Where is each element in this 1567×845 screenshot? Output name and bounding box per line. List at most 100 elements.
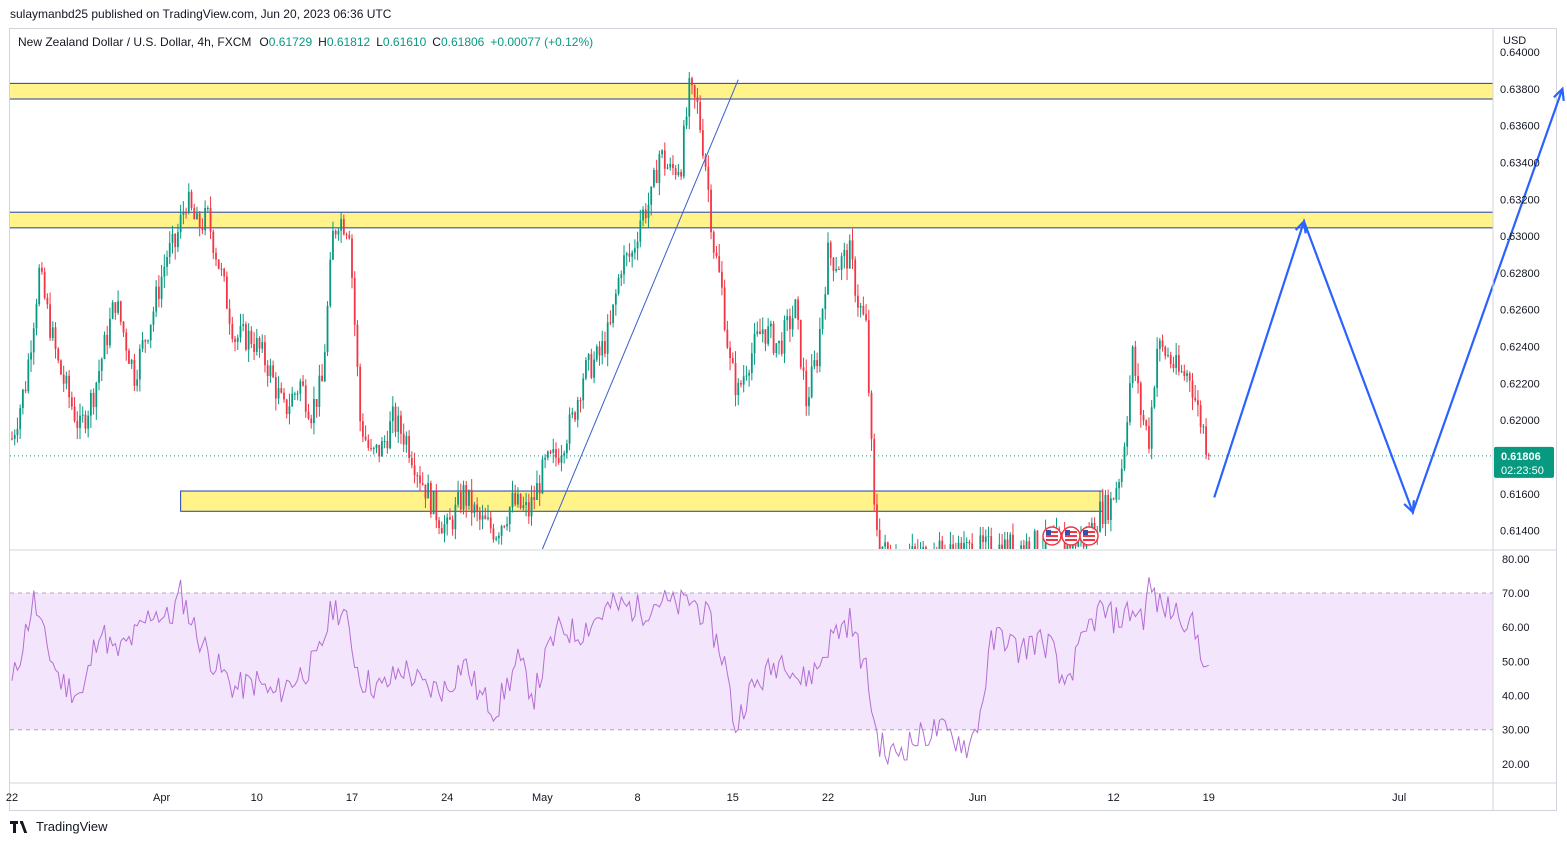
candle-body [400,415,402,434]
candle-body [302,381,304,386]
candle-body [473,504,476,514]
candle-body [805,370,808,407]
candle-body [780,340,783,354]
candle-body [642,209,644,221]
candle-body [147,340,149,342]
candle-body [837,268,840,270]
candle-body [661,150,663,155]
candle-body [666,167,669,169]
candle-body [977,558,979,564]
candle-body [1161,340,1164,347]
candle-body [595,346,598,360]
candle-body [381,441,383,457]
candle-body [340,219,343,231]
candle-body [16,428,19,436]
time-tick-label: 10 [251,792,263,804]
candle-body [1131,346,1134,384]
candle-body [119,301,122,322]
candle-body [933,549,935,566]
candle-body [816,360,819,367]
legend-symbol: New Zealand Dollar / U.S. Dollar, 4h, FX… [18,35,252,49]
candle-body [103,334,106,359]
candle-body [136,379,139,386]
candle-body [949,544,952,549]
candle-body [704,155,707,167]
price-tick-label: 0.63600 [1500,121,1540,133]
time-tick-label: 24 [441,792,453,804]
candle-body [361,421,364,437]
candle-body [1205,426,1207,455]
candle-body [835,268,838,271]
candle-body [655,170,658,183]
candle-body [511,492,514,508]
candle-body [579,400,582,402]
candle-body [628,253,631,257]
candle-body [500,526,503,536]
legend-o-label: O [259,35,269,49]
candle-body [1036,530,1039,549]
rsi-tick-label: 20.00 [1502,759,1530,771]
time-tick-label: 12 [1107,792,1119,804]
candle-body [130,359,133,364]
candle-body [299,381,302,394]
candle-body [873,438,876,505]
candle-body [740,383,742,385]
candle-body [1139,383,1142,415]
candle-body [378,444,381,457]
candle-body [968,541,971,544]
candle-body [495,538,498,540]
candle-body [925,547,927,549]
candle-body [1123,446,1126,469]
legend-l-label: L [376,35,383,49]
candle-body [769,323,772,327]
candle-body [1006,539,1009,549]
candle-body [51,327,54,338]
candle-body [30,352,32,360]
candle-body [68,375,71,398]
candle-body [865,314,867,321]
price-tick-label: 0.62000 [1500,415,1540,427]
candle-body [351,238,353,278]
candle-body [62,374,65,384]
candle-body [283,392,285,400]
candle-body [909,554,911,556]
candle-body [253,343,255,352]
candle-body [367,439,370,448]
candle-body [421,483,424,485]
candle-body [1107,494,1110,520]
candle-body [65,375,68,384]
candle-body [484,515,487,519]
candle-body [718,256,721,272]
candle-body [1167,355,1169,357]
legend-c-label: C [432,35,441,49]
candle-body [944,554,946,562]
candle-body [345,234,348,236]
candle-body [993,558,995,560]
candle-body [128,350,130,364]
candle-body [1028,541,1031,549]
candle-body [563,453,566,456]
candle-body [258,338,261,349]
candle-body [296,393,299,395]
time-tick-label: Jul [1392,792,1406,804]
candle-body [546,451,549,458]
time-tick-label: 19 [1203,792,1215,804]
candle-body [438,520,440,529]
candle-body [519,493,522,509]
candle-body [353,277,356,325]
zones [10,82,1493,512]
candle-body [1104,494,1107,525]
time-tick-label: May [532,792,553,804]
last-price-value: 0.61806 [1501,451,1541,463]
candle-body [19,408,22,429]
candle-body [470,489,473,514]
candle-body [878,529,881,549]
candle-body [114,302,117,313]
price-tick-label: 0.63200 [1500,194,1540,206]
candle-body [182,212,185,215]
candle-body [775,343,778,354]
footer[interactable]: TradingView [10,819,108,834]
candle-body [1199,405,1202,427]
candle-body [987,536,990,538]
